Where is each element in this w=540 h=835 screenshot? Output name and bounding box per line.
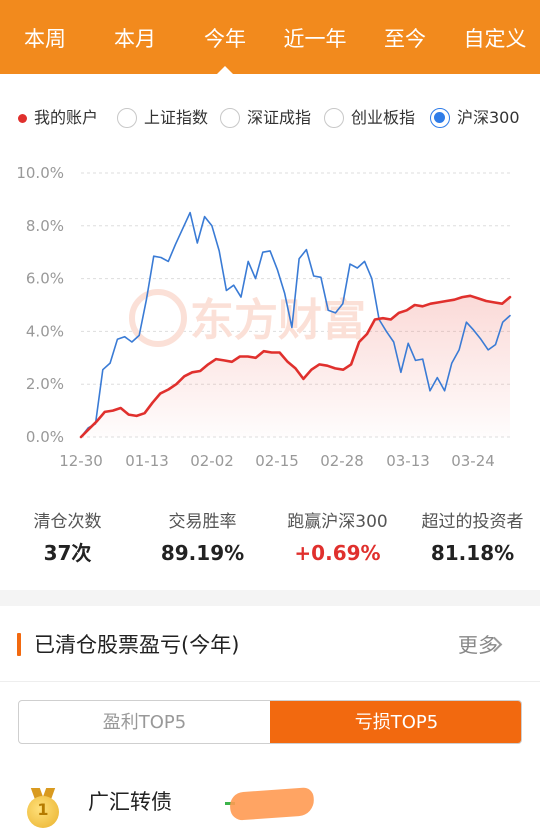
more-link[interactable]: 更多 bbox=[458, 633, 498, 657]
watermark-text: 东方财富 bbox=[190, 295, 366, 346]
stat-value: +0.69% bbox=[294, 541, 381, 565]
stat-label: 超过的投资者 bbox=[421, 512, 524, 532]
list-item[interactable]: 1 广汇转债 bbox=[0, 768, 540, 835]
y-tick-label: 4.0% bbox=[26, 322, 64, 340]
compare-option-label: 创业板指 bbox=[351, 108, 416, 127]
stat-value: 81.18% bbox=[430, 541, 515, 565]
compare-option-chinext[interactable]: 创业板指 bbox=[324, 103, 424, 133]
top5-segment-control: 盈利TOP5 亏损TOP5 bbox=[18, 700, 522, 744]
trading-stats: 清仓次数 37次 交易胜率 89.19% 跑赢沪深300 +0.69% 超过的投… bbox=[0, 508, 540, 578]
stock-name: 广汇转债 bbox=[88, 790, 172, 814]
tab-this-month[interactable]: 本月 bbox=[114, 27, 156, 51]
compare-option-szse[interactable]: 深证成指 bbox=[220, 103, 320, 133]
stat-investors-beaten: 超过的投资者 81.18% bbox=[405, 508, 540, 570]
tab-this-week[interactable]: 本周 bbox=[24, 27, 66, 51]
tab-to-date[interactable]: 至今 bbox=[384, 27, 426, 51]
compare-option-label: 上证指数 bbox=[144, 108, 209, 127]
watermark-logo-icon bbox=[129, 289, 187, 347]
radio-selected-icon[interactable] bbox=[430, 108, 450, 128]
stat-value: 89.19% bbox=[160, 541, 245, 565]
stat-label: 跑赢沪深300 bbox=[287, 512, 388, 532]
section-divider bbox=[0, 590, 540, 606]
section-accent-bar bbox=[17, 633, 21, 656]
chart-legend: 我的账户 上证指数 深证成指 创业板指 沪深300 bbox=[0, 103, 540, 133]
stat-clear-count: 清仓次数 37次 bbox=[0, 508, 135, 570]
radio-icon[interactable] bbox=[324, 108, 344, 128]
index-return-line bbox=[80, 211, 511, 438]
return-comparison-chart: 东方财富 0.0% 2.0% 4.0% 6.0% 8.0% 10.0% 12-30 01-1… bbox=[16, 164, 512, 470]
y-tick-label: 6.0% bbox=[26, 270, 64, 288]
account-dot-icon bbox=[18, 114, 27, 123]
x-tick-label: 12-30 bbox=[59, 452, 103, 470]
rank-number: 1 bbox=[37, 800, 49, 819]
account-return-line bbox=[79, 294, 512, 439]
x-tick-label: 02-02 bbox=[190, 452, 234, 470]
legend-my-account: 我的账户 bbox=[18, 103, 118, 133]
stat-win-rate: 交易胜率 89.19% bbox=[135, 508, 270, 570]
radio-icon[interactable] bbox=[117, 108, 137, 128]
y-tick-label: 10.0% bbox=[16, 164, 64, 182]
legend-my-account-label: 我的账户 bbox=[34, 108, 99, 127]
tab-last-year[interactable]: 近一年 bbox=[283, 27, 347, 51]
x-tick-label: 03-24 bbox=[451, 452, 495, 470]
y-tick-label: 8.0% bbox=[26, 217, 64, 235]
tab-this-year[interactable]: 今年 bbox=[180, 0, 270, 74]
stat-value: 37次 bbox=[43, 541, 92, 565]
stat-label: 交易胜率 bbox=[168, 512, 237, 532]
x-tick-label: 03-13 bbox=[386, 452, 430, 470]
compare-option-sse[interactable]: 上证指数 bbox=[117, 103, 217, 133]
loss-top5-button[interactable]: 亏损TOP5 bbox=[270, 701, 521, 743]
x-tick-label: 02-28 bbox=[320, 452, 364, 470]
x-tick-label: 01-13 bbox=[125, 452, 169, 470]
account-area-fill bbox=[81, 295, 510, 437]
profit-top5-button[interactable]: 盈利TOP5 bbox=[102, 712, 187, 733]
cleared-stocks-header: 已清仓股票盈亏(今年) 更多 bbox=[0, 606, 540, 682]
compare-option-label: 深证成指 bbox=[247, 108, 312, 127]
stat-beat-index: 跑赢沪深300 +0.69% bbox=[270, 508, 405, 570]
stat-label: 清仓次数 bbox=[33, 512, 102, 532]
compare-option-csi300[interactable]: 沪深300 bbox=[430, 103, 535, 133]
y-tick-label: 0.0% bbox=[26, 428, 64, 446]
x-tick-label: 02-15 bbox=[255, 452, 299, 470]
period-tab-bar: 本周 本月 今年 近一年 至今 自定义 bbox=[0, 0, 540, 74]
y-tick-label: 2.0% bbox=[26, 375, 64, 393]
tab-custom[interactable]: 自定义 bbox=[463, 27, 527, 51]
redaction-scribble bbox=[229, 787, 315, 821]
gold-medal-icon bbox=[27, 796, 59, 828]
radio-icon[interactable] bbox=[220, 108, 240, 128]
section-title: 已清仓股票盈亏(今年) bbox=[34, 633, 240, 657]
compare-option-label: 沪深300 bbox=[457, 108, 520, 127]
